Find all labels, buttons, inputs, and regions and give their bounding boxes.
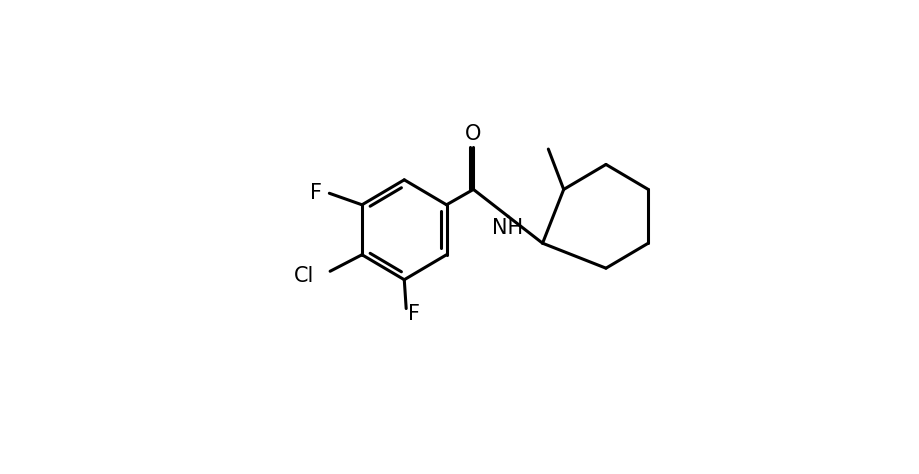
Text: Cl: Cl (293, 266, 313, 286)
Text: O: O (465, 124, 481, 144)
Text: NH: NH (492, 218, 523, 238)
Text: F: F (310, 183, 322, 203)
Text: F: F (408, 304, 420, 324)
